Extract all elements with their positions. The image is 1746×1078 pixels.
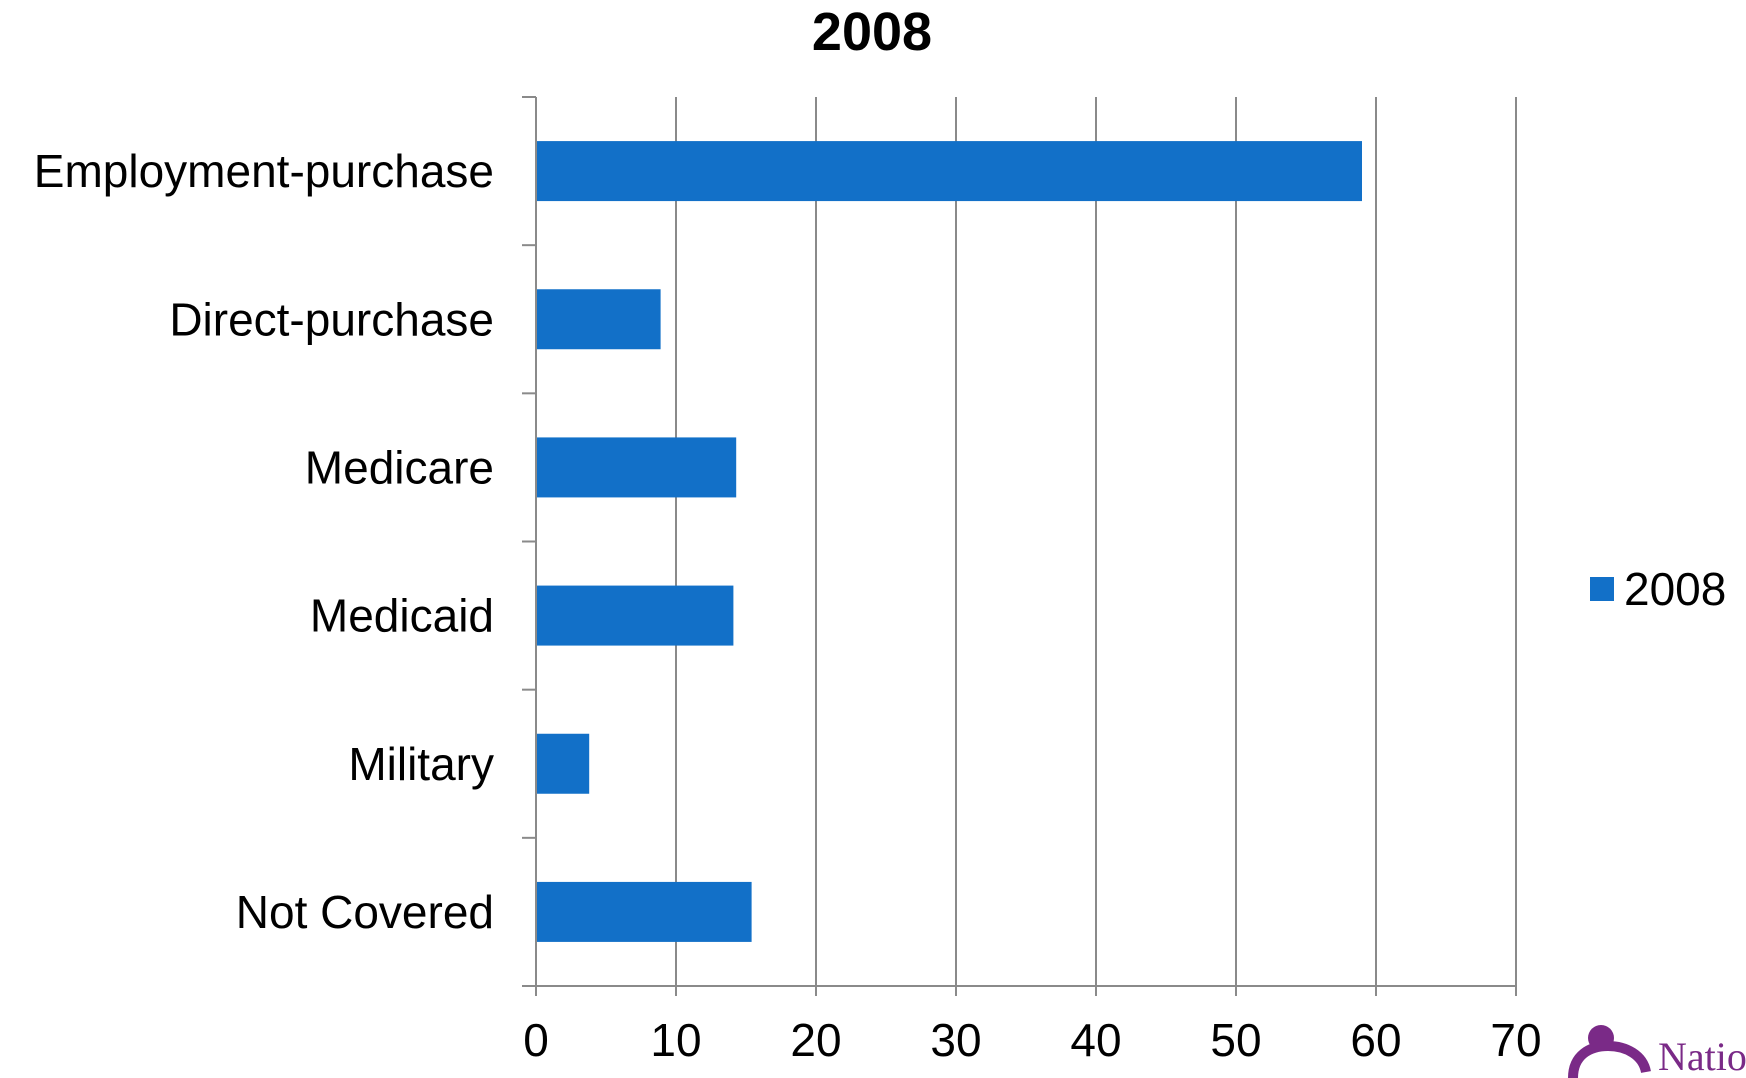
y-axis: [522, 96, 1517, 996]
logo: Natio: [1568, 1025, 1746, 1078]
category-label: Military: [348, 738, 494, 790]
logo-text: Natio: [1658, 1034, 1746, 1078]
bars: [536, 141, 1362, 942]
x-tick-label: 70: [1490, 1014, 1541, 1066]
category-label: Medicaid: [310, 590, 494, 642]
legend-swatch: [1590, 577, 1614, 601]
bar: [536, 437, 737, 498]
x-tick-label: 60: [1350, 1014, 1401, 1066]
bar: [536, 141, 1362, 202]
bar: [536, 881, 752, 942]
legend-label: 2008: [1624, 563, 1726, 615]
x-tick-label: 0: [523, 1014, 549, 1066]
bar: [536, 733, 590, 794]
logo-figure-body: [1568, 1040, 1651, 1078]
category-label: Medicare: [305, 441, 494, 493]
bar: [536, 289, 661, 350]
category-labels: Employment-purchase Direct-purchase Medica…: [34, 145, 494, 938]
x-tick-labels: 0 10 20 30 40 50 60 70: [523, 1014, 1541, 1066]
chart-title: 2008: [812, 2, 932, 62]
x-tick-label: 50: [1210, 1014, 1261, 1066]
category-label: Direct-purchase: [169, 293, 494, 345]
bar: [536, 585, 734, 646]
x-tick-label: 20: [790, 1014, 841, 1066]
x-tick-label: 30: [930, 1014, 981, 1066]
legend: 2008: [1590, 563, 1726, 615]
grid-lines: [675, 97, 1517, 986]
category-label: Employment-purchase: [34, 145, 494, 197]
category-label: Not Covered: [236, 886, 494, 938]
x-tick-label: 40: [1070, 1014, 1121, 1066]
x-tick-label: 10: [650, 1014, 701, 1066]
